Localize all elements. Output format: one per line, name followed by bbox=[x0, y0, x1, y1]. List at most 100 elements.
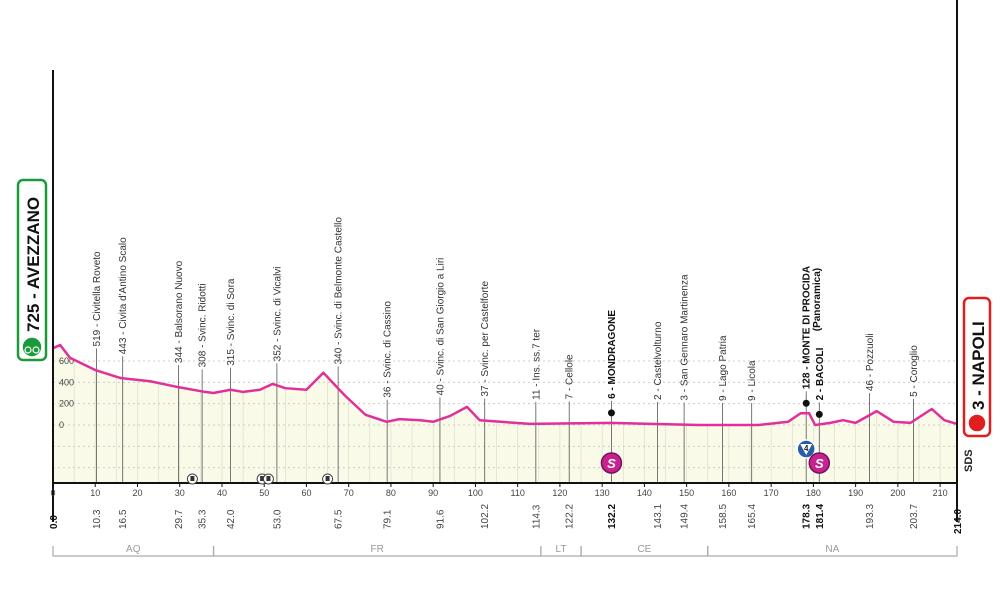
km-label: 10.3 bbox=[92, 509, 103, 529]
waypoint-label: 344 - Balsorano Nuovo bbox=[174, 260, 185, 363]
province-label: CE bbox=[637, 544, 651, 555]
waypoint-label: 3 - San Gennaro Martinenza bbox=[680, 274, 691, 401]
finish-km-label: 214.0 bbox=[953, 509, 964, 534]
km-label: 143.1 bbox=[653, 504, 664, 529]
tunnel-icon-glyph bbox=[260, 476, 265, 481]
waypoint-label: 2 - BACOLI bbox=[815, 347, 826, 400]
x-tick-label: 130 bbox=[595, 488, 610, 498]
province-label: LT bbox=[556, 544, 567, 555]
x-tick-label: 180 bbox=[806, 488, 821, 498]
profile-fill bbox=[53, 344, 957, 483]
km-label: 165.4 bbox=[747, 504, 758, 529]
km-label: 53.0 bbox=[272, 509, 283, 529]
waypoint-label: 36 - Svinc. di Cassino bbox=[383, 301, 394, 398]
finish-badge bbox=[962, 296, 992, 438]
x-tick-label: 190 bbox=[848, 488, 863, 498]
waypoint-label: 5 - Coroglio bbox=[909, 345, 920, 397]
km-label: 79.1 bbox=[383, 509, 394, 529]
km-label: 42.0 bbox=[226, 509, 237, 529]
bike-wheel-icon bbox=[32, 346, 40, 354]
km-label: 102.2 bbox=[480, 504, 491, 529]
railway-crossing-icon-glyph bbox=[190, 476, 195, 481]
waypoint-label: 9 - Licola bbox=[747, 360, 758, 401]
waypoint-label: 315 - Svinc. di Sora bbox=[226, 278, 237, 366]
y-tick-label: 600 bbox=[59, 356, 74, 366]
sprint-icon bbox=[808, 452, 831, 474]
province-label: NA bbox=[825, 544, 839, 555]
x-tick-label: 170 bbox=[764, 488, 779, 498]
sprint-label: S bbox=[607, 456, 616, 471]
waypoint-sublabel: (Panoramica) bbox=[812, 268, 823, 331]
km-label: 29.7 bbox=[174, 509, 185, 529]
waypoint-dot bbox=[607, 409, 615, 417]
x-tick-label: 110 bbox=[510, 488, 524, 498]
province-label: FR bbox=[371, 544, 384, 555]
x-tick-label: 10 bbox=[90, 488, 100, 498]
waypoint-label: 46 - Pozzuoli bbox=[865, 333, 876, 391]
km-label: 181.4 bbox=[815, 504, 826, 529]
km-label: 91.6 bbox=[435, 509, 446, 529]
x-tick-label: 90 bbox=[428, 488, 438, 498]
sprint-icon bbox=[600, 452, 623, 474]
tunnel-icon-glyph bbox=[325, 476, 330, 481]
km-label: 35.3 bbox=[198, 509, 209, 529]
km-label: 132.2 bbox=[607, 504, 618, 529]
waypoint-label: 519 - Civitella Roveto bbox=[92, 251, 103, 346]
start-km-label: 0.0 bbox=[49, 515, 60, 529]
x-tick-label: 160 bbox=[721, 488, 736, 498]
x-tick-label: 200 bbox=[890, 488, 905, 498]
y-tick-label: 0 bbox=[59, 420, 64, 430]
km-label: 67.5 bbox=[334, 509, 345, 529]
province-bracket bbox=[707, 546, 958, 557]
km-label: 122.2 bbox=[565, 504, 576, 529]
x-tick-label: 30 bbox=[175, 488, 185, 498]
y-tick-label: 200 bbox=[59, 399, 74, 409]
waypoint-label: 128 - MONTE DI PROCIDA bbox=[802, 266, 813, 389]
sprint-label: S bbox=[815, 456, 824, 471]
x-tick-label: 70 bbox=[344, 488, 354, 498]
province-label: AQ bbox=[126, 544, 141, 555]
km-label: 193.3 bbox=[865, 504, 876, 529]
km-label: 158.5 bbox=[718, 504, 729, 529]
x-tick-label: 120 bbox=[552, 488, 567, 498]
y-tick-label: 400 bbox=[59, 377, 74, 387]
x-tick-label: 0 bbox=[50, 488, 55, 498]
waypoint-label: 2 - Castelvolturno bbox=[653, 321, 664, 400]
waypoint-dot bbox=[815, 410, 823, 418]
waypoint-label: 443 - Civita d'Antino Scalo bbox=[118, 237, 129, 354]
start-bike-icon bbox=[21, 336, 43, 358]
waypoint-label: 11 - Ins. ss.7 ter bbox=[531, 328, 542, 400]
waypoint-dot bbox=[802, 399, 810, 407]
sds-logo: SDS bbox=[963, 449, 975, 472]
x-tick-label: 140 bbox=[637, 488, 652, 498]
x-tick-label: 20 bbox=[132, 488, 142, 498]
waypoint-label: 6 - MONDRAGONE bbox=[607, 310, 618, 399]
km-label: 149.4 bbox=[680, 504, 691, 529]
profile-line bbox=[52, 343, 958, 427]
start-badge bbox=[16, 178, 48, 362]
tunnel-icon-glyph bbox=[266, 476, 271, 481]
x-tick-label: 50 bbox=[259, 488, 269, 498]
finish-town-label: 3 - NAPOLI bbox=[969, 321, 988, 410]
x-tick-label: 210 bbox=[933, 488, 948, 498]
km-label: 178.3 bbox=[802, 504, 813, 529]
x-tick-label: 150 bbox=[679, 488, 694, 498]
waypoint-label: 9 - Lago Patria bbox=[718, 335, 729, 401]
x-tick-label: 60 bbox=[301, 488, 311, 498]
km-label: 114.3 bbox=[531, 504, 542, 529]
x-tick-label: 40 bbox=[217, 488, 227, 498]
waypoint-label: 40 - Svinc. di San Giorgio a Liri bbox=[435, 258, 446, 396]
x-tick-label: 80 bbox=[386, 488, 396, 498]
waypoint-label: 340 - Svinc. di Belmonte Castello bbox=[334, 217, 345, 365]
finish-bike-icon bbox=[967, 413, 987, 433]
waypoint-label: 7 - Cellole bbox=[565, 354, 576, 399]
km-label: 203.7 bbox=[909, 504, 920, 529]
waypoint-label: 352 - Svinc. di Vicalvi bbox=[272, 266, 283, 361]
waypoint-label: 308 - Svinc. Ridotti bbox=[198, 283, 209, 367]
km-label: 16.5 bbox=[118, 509, 129, 529]
x-tick-label: 100 bbox=[468, 488, 483, 498]
waypoint-label: 37 - Svinc. per Castelforte bbox=[480, 281, 491, 397]
start-town-label: 725 - AVEZZANO bbox=[24, 197, 43, 332]
climb-triangle-icon bbox=[800, 444, 813, 455]
